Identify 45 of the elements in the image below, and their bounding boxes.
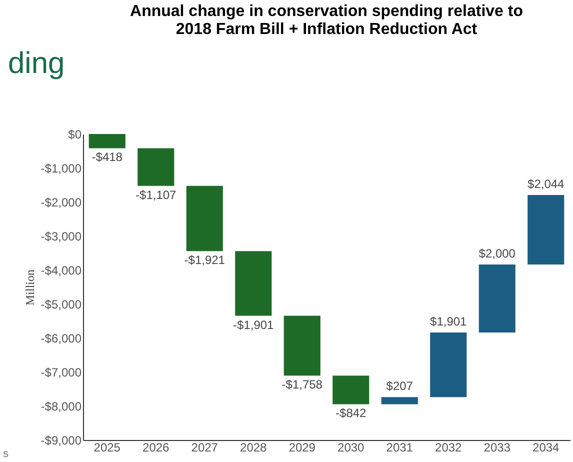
y-tick-label: -$8,000 <box>40 400 82 414</box>
text: Annual change in conservation spending relative to <box>130 3 523 20</box>
data-label: -$1,901 <box>233 318 274 332</box>
bar <box>186 186 223 252</box>
bar <box>478 264 516 333</box>
y-tick-label: -$7,000 <box>40 366 82 380</box>
x-tick-label: 2032 <box>435 440 462 454</box>
bar <box>430 332 467 398</box>
data-label: -$1,921 <box>184 253 226 268</box>
x-tick-label: 2025 <box>94 440 121 454</box>
bar <box>235 251 272 316</box>
x-tick-label: 2031 <box>386 440 414 454</box>
data-label: -$1,758 <box>282 378 323 392</box>
y-tick-label: -$2,000 <box>40 196 82 210</box>
data-label: -$842 <box>336 406 367 420</box>
y-tick-label: -$4,000 <box>40 264 82 278</box>
bar <box>381 397 418 404</box>
bar <box>528 195 564 265</box>
bar <box>332 376 370 404</box>
x-tick-label: 2029 <box>288 440 316 454</box>
data-label: $2,044 <box>528 177 565 192</box>
data-label: -$1,107 <box>136 188 177 202</box>
text: ding <box>8 47 65 80</box>
y-tick-label: -$5,000 <box>40 298 82 312</box>
x-tick-label: 2034 <box>532 440 560 454</box>
text: s <box>3 448 9 460</box>
y-tick-label: -$1,000 <box>40 162 82 176</box>
bar <box>284 316 320 376</box>
data-label: $207 <box>386 379 414 394</box>
y-tick-label: -$3,000 <box>40 230 82 244</box>
x-tick-label: 2033 <box>484 440 511 454</box>
data-label: -$418 <box>92 150 123 164</box>
y-axis-title: Million <box>22 269 37 306</box>
data-label: $1,901 <box>430 314 468 329</box>
text: 2018 Farm Bill + Inflation Reduction Act <box>176 21 478 38</box>
y-tick-label: -$6,000 <box>40 332 82 346</box>
x-tick-label: 2026 <box>142 440 170 454</box>
x-tick-label: 2028 <box>240 440 268 454</box>
data-label: $2,000 <box>478 246 516 261</box>
x-tick-label: 2027 <box>191 440 218 454</box>
x-tick-label: 2030 <box>338 440 365 454</box>
y-tick-label: $0 <box>68 128 82 142</box>
bar <box>138 148 174 186</box>
y-tick-label: -$9,000 <box>40 434 82 448</box>
bar <box>88 134 126 148</box>
